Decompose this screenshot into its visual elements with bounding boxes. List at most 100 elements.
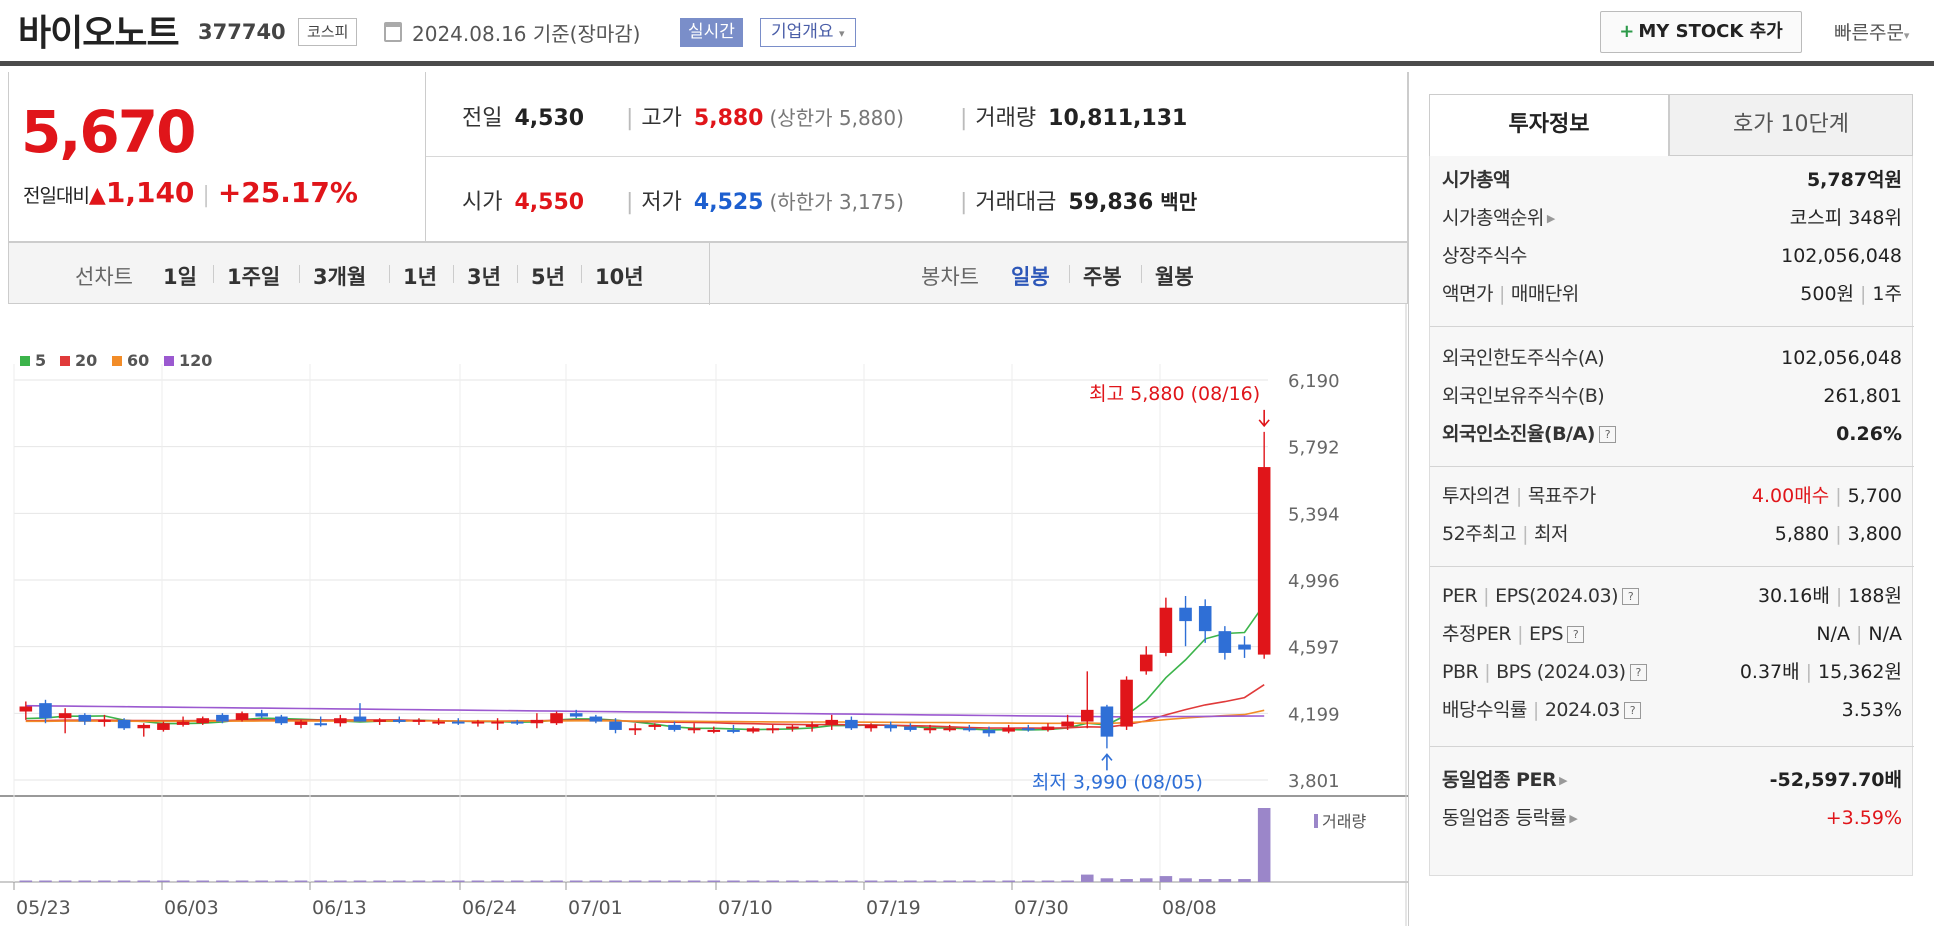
x-tick-label: 05/23: [16, 897, 71, 919]
realtime-button[interactable]: 실시간: [680, 18, 743, 47]
candle-body: [589, 716, 603, 722]
candle-body: [746, 728, 760, 732]
market-badge: 코스피: [298, 18, 358, 46]
candle-body: [727, 729, 740, 732]
company-overview-label: 기업개요: [771, 22, 834, 42]
volume-bar: [1218, 879, 1232, 882]
divider: [426, 156, 1407, 157]
candle-body: [1002, 728, 1015, 732]
candlestick-chart[interactable]: 6,190 5,792 5,394 4,996 4,597 4,199 3,801 05/23…: [0, 304, 1408, 926]
est-eps-value: N/A: [1868, 623, 1902, 645]
company-overview-dropdown[interactable]: 기업개요 ▾: [760, 18, 856, 47]
foreign-ratio-value: 0.26%: [1836, 423, 1902, 445]
chevron-right-icon: ▶: [1559, 774, 1568, 787]
help-icon[interactable]: ?: [1629, 664, 1647, 681]
shares-row: 상장주식수 102,056,048: [1442, 242, 1902, 270]
candle-body: [432, 721, 445, 724]
tab-period-10y[interactable]: 10년: [595, 265, 644, 289]
opinion-value: 4.00매수: [1751, 485, 1830, 507]
compare-label: 전일대비: [23, 185, 90, 207]
industry-per-value: -52,597.70배: [1769, 769, 1902, 791]
divider: |: [1835, 485, 1842, 507]
volume-bar: [255, 880, 268, 882]
eps-label: EPS(2024.03): [1495, 585, 1618, 607]
market-cap-value: 5,787억원: [1806, 169, 1902, 191]
pbr-label: PBR: [1442, 661, 1479, 683]
volume-bar: [648, 880, 662, 882]
high-annotation: 최고 5,880 (08/16): [1089, 383, 1260, 405]
divider: |: [1532, 699, 1539, 721]
chart-svg: 6,190 5,792 5,394 4,996 4,597 4,199 3,801 05/23…: [0, 304, 1408, 926]
help-icon[interactable]: ?: [1622, 588, 1639, 605]
industry-change-row[interactable]: 동일업종 등락률 ▶ +3.59%: [1442, 804, 1902, 832]
per-label: PER: [1442, 585, 1478, 607]
candle-body: [196, 718, 210, 724]
target-label: 목표주가: [1527, 485, 1596, 507]
legend-label: 5: [35, 351, 46, 370]
plus-icon: +: [1619, 21, 1635, 42]
trading-amount: | 거래대금 59,836 백만: [960, 184, 1197, 216]
tab-period-3m[interactable]: 3개월: [313, 265, 367, 289]
price-change: 전일대비▲1,140 | +25.17%: [23, 176, 358, 209]
line-chart-label: 선차트: [75, 265, 133, 289]
volume-bar: [845, 880, 858, 882]
foreign-ratio-label: 외국인소진율(B/A): [1442, 423, 1595, 445]
volume-bar: [746, 880, 760, 882]
legend-label: 120: [179, 351, 212, 370]
chevron-down-icon: ▾: [838, 27, 845, 40]
tab-period-1w[interactable]: 1주일: [227, 265, 281, 289]
help-icon[interactable]: ?: [1598, 426, 1616, 443]
up-arrow-icon: ▲: [88, 183, 106, 208]
est-eps-label: EPS: [1529, 623, 1564, 645]
bps-label: BPS (2024.03): [1496, 661, 1626, 683]
shares-label: 상장주식수: [1442, 245, 1527, 267]
tab-daily[interactable]: 일봉: [1011, 265, 1050, 289]
market-cap-rank-row[interactable]: 시가총액순위 ▶ 코스피 348위: [1442, 204, 1902, 232]
volume-bar: [1022, 880, 1035, 882]
divider: |: [1805, 661, 1813, 683]
high-value: 5,880: [693, 106, 764, 131]
rank-label: 시가총액순위: [1442, 207, 1544, 229]
candle-body: [982, 729, 996, 734]
candle-body: [19, 706, 33, 712]
candle-body: [1179, 607, 1192, 622]
help-icon[interactable]: ?: [1567, 626, 1585, 643]
tab-period-3y[interactable]: 3년: [467, 265, 501, 289]
candle-body: [1080, 709, 1094, 722]
candle-body: [451, 721, 465, 724]
tab-period-1d[interactable]: 1일: [163, 265, 197, 289]
volume-bar: [904, 880, 917, 882]
est-per-row: 추정PER | EPS? N/A | N/A: [1442, 620, 1902, 648]
invest-info-panel: 투자정보 호가 10단계 시가총액 5,787억원 시가총액순위 ▶ 코스피 348위…: [1408, 72, 1934, 926]
help-icon[interactable]: ?: [1623, 702, 1641, 719]
legend-swatch: [60, 356, 70, 366]
volume-bar: [491, 880, 504, 882]
tab-period-1y[interactable]: 1년: [403, 265, 437, 289]
volume-bar: [884, 880, 897, 882]
candle-body: [864, 724, 878, 729]
volume-bar: [766, 880, 780, 882]
amount-unit: 백만: [1160, 190, 1198, 214]
volume-bar: [727, 880, 740, 882]
tab-monthly[interactable]: 월봉: [1155, 265, 1194, 289]
my-stock-add-button[interactable]: + MY STOCK 추가: [1600, 11, 1802, 53]
candle-body: [609, 721, 622, 730]
y-tick-label: 5,792: [1288, 438, 1340, 459]
industry-per-label: 동일업종 PER: [1442, 769, 1557, 791]
tab-invest-info[interactable]: 투자정보: [1429, 94, 1669, 156]
pbr-value: 0.37배: [1739, 661, 1800, 683]
eps-value: 188원: [1848, 585, 1902, 607]
volume-bar: [628, 880, 642, 882]
high-price: | 고가 5,880 (상한가 5,880): [626, 100, 904, 132]
tab-order-book[interactable]: 호가 10단계: [1669, 94, 1913, 156]
quick-order-dropdown[interactable]: 빠른주문▾: [1834, 18, 1909, 45]
volume-bar: [825, 880, 839, 882]
tab-weekly[interactable]: 주봉: [1083, 265, 1122, 289]
industry-per-row[interactable]: 동일업종 PER ▶ -52,597.70배: [1442, 766, 1902, 794]
tab-period-5y[interactable]: 5년: [531, 265, 565, 289]
y-tick-label: 3,801: [1288, 771, 1340, 792]
ma-line: [25, 603, 1265, 731]
volume-bar: [923, 880, 937, 882]
legend-label: 20: [75, 351, 97, 370]
volume-bar: [294, 880, 308, 882]
